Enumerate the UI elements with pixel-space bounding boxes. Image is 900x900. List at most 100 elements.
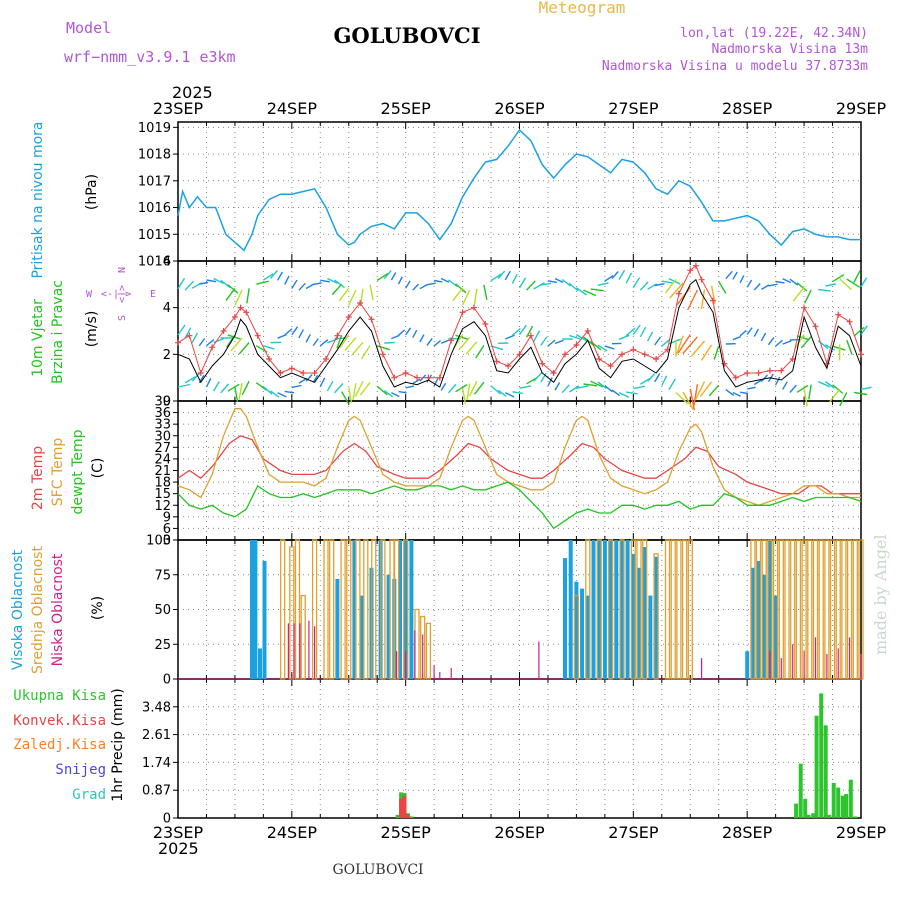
wind-arrow [853,270,861,283]
cloud-mid-bar [414,608,420,680]
precip-total-bar [395,814,400,818]
wind-arrow [694,381,706,400]
wind-arrow [618,269,626,280]
wind-arrow [611,271,619,280]
wind-gust-marker [197,370,204,376]
cloud-mid-bar [807,539,813,680]
clouds-ytick-label: 50 [154,603,171,618]
wind-arrow [320,279,330,283]
wind-arrow [853,326,865,337]
cloud-low-title: Niska Oblacnost [50,553,66,666]
wind-gust-marker [311,370,318,376]
cloud-mid-bar [596,539,602,680]
clouds-ytick-label: 100 [146,534,171,549]
wind-arrow [238,382,243,400]
wind-arrow [220,279,231,289]
wind-arrow [246,288,250,304]
wind-gust-marker [692,262,699,269]
wind-arrow [199,281,209,285]
wind-arrow [269,270,278,279]
wind-gust-marker [630,346,637,353]
wind-arrow [775,280,785,284]
wind-arrow [227,284,239,294]
wind-arrow [419,334,425,343]
wind-arrow [647,373,656,382]
wind-arrow [433,378,439,387]
wind-arrow [796,282,808,292]
wind-arrow [654,283,665,287]
cloud-high-bar [398,540,402,679]
wind-gust-marker [470,304,477,311]
wind-arrow [291,384,302,389]
wind-arrow [669,282,684,299]
compass-w: W [86,289,93,300]
cloud-high-bar [580,588,585,679]
wind-arrow [792,286,805,302]
cloud-mid-bar [371,539,377,680]
wind-arrow [708,384,720,397]
clouds-ytick-label: 0 [163,673,171,688]
wind-arrow [633,385,646,390]
watermark: made by Angel [871,534,890,655]
wind-arrow [739,329,747,337]
x-label-bottom: 27SEP [608,823,659,842]
cloud-mid-bar [761,539,767,680]
wind-arrow [526,280,536,291]
wind-gust-marker [607,363,614,369]
wind-gust-marker [368,316,375,323]
wind-arrow [654,336,662,346]
wind-arrow [383,390,394,398]
wind-arrow [298,282,306,291]
precip-ytick-label: 1.74 [142,756,171,771]
temperature-ytick-label: 21 [154,464,171,479]
cloud-mid-bar [630,539,636,680]
precip-total-bar [409,816,414,818]
legend-zaledj: Zaledj.Kisa [13,737,106,753]
wind-arrow [347,289,357,306]
cloud-mid-bar [852,539,858,680]
wind-arrow [561,384,570,394]
precip-total-bar [853,816,858,818]
wind-gust-marker [254,332,261,339]
cloud-high-bar [625,540,630,679]
wind-gust-marker [357,300,364,306]
wind-arrow [405,280,411,289]
legend-ukupna: Ukupna Kisa [13,688,106,704]
cloud-high-bar [648,595,653,679]
wind-arrow [860,277,868,288]
wind-arrow [725,270,733,280]
wind-gust-marker [596,356,603,362]
cloud-mid-bar [329,539,335,680]
model-name: wrf−nmm_v3.9.1 e3km [64,48,236,66]
wind-arrow [661,375,668,386]
wind-arrow [590,288,604,292]
temp2m-line [177,435,861,495]
wind-arrow [800,336,812,349]
wind-arrow [699,381,713,397]
wind-gust-marker [675,290,682,297]
precip-total-bar [819,693,824,818]
wind-arrow [447,279,458,288]
cloud-mid-bar [755,539,762,680]
wind-gust-marker [698,276,705,283]
wind-arrow [256,280,269,285]
wind-arrow [391,392,400,398]
model-label: Model [66,19,111,37]
x-label-top: 25SEP [381,99,432,118]
wind-gust-marker [846,318,853,325]
wind-arrow [227,383,240,392]
pressure-ytick-label: 1016 [138,201,171,216]
wind-gust-marker [402,370,409,376]
wind-gust-marker [732,374,739,381]
wind-arrow [198,338,206,347]
cloud-high-bar [614,540,619,679]
precip-panel: 0 0.87 1.74 2.61 3.48 [142,678,862,827]
wind-arrow [554,277,564,284]
wind-gust-marker [584,328,591,334]
x-label-bottom: 24SEP [267,823,318,842]
cloud-mid-bar [784,539,790,680]
temperature-ytick-label: 30 [154,429,171,444]
wind-arrow [455,283,467,294]
wind-arrow [569,334,581,340]
wind-arrow [263,345,275,350]
